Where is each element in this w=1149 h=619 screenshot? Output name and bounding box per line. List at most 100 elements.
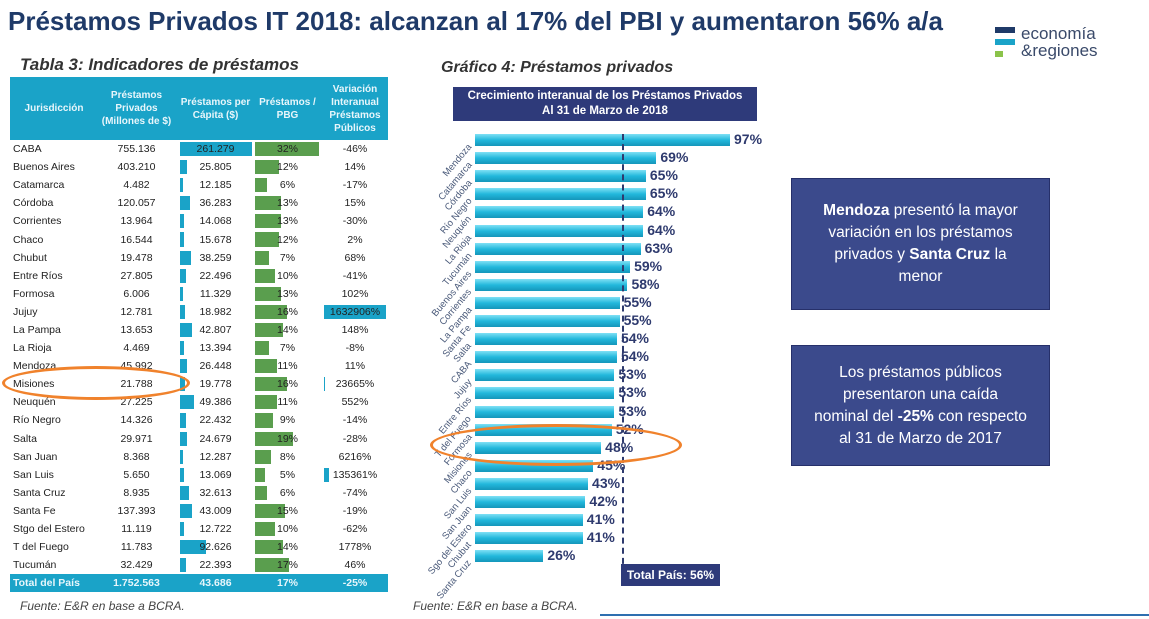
cell-text: 19% xyxy=(276,432,298,445)
cell-text: 26.448 xyxy=(199,360,232,373)
table-cell: 32% xyxy=(253,140,322,158)
source-note: Fuente: E&R en base a BCRA. xyxy=(413,599,578,613)
header-cell: Préstamos per Cápita ($) xyxy=(180,96,251,121)
cell-text: 552% xyxy=(341,396,369,409)
table-cell: Formosa xyxy=(10,288,95,300)
table-cell: 11.119 xyxy=(95,523,178,535)
data-bar xyxy=(180,214,184,229)
footer-divider xyxy=(600,614,1149,616)
table-cell: 26.448 xyxy=(178,357,253,375)
data-label: 58% xyxy=(631,275,660,292)
cell-text: 4.482 xyxy=(123,179,150,192)
table-cell: 16% xyxy=(253,375,322,393)
table-cell: 13% xyxy=(253,212,322,230)
data-label: 69% xyxy=(660,149,689,166)
bar-neuquén xyxy=(475,206,644,219)
table-cell: Jujuy xyxy=(10,306,95,318)
cell-text: 42.807 xyxy=(199,323,232,336)
table-cell: 11% xyxy=(253,357,322,375)
table-cell: Entre Ríos xyxy=(10,270,95,282)
table-cell: Stgo del Estero xyxy=(10,523,95,535)
data-bar xyxy=(255,377,287,392)
cell-text: -41% xyxy=(342,269,368,282)
cell-text: 12.287 xyxy=(199,450,232,463)
table-row: San Luis 5.650 13.069 5% 135361% xyxy=(10,466,388,484)
data-bar xyxy=(180,521,184,537)
cell-text: 13% xyxy=(276,287,298,300)
cell-text: 6.006 xyxy=(123,287,150,300)
cell-text: 8.368 xyxy=(123,450,150,463)
cell-text: 15% xyxy=(344,197,366,210)
table-cell: 11.783 xyxy=(95,541,178,553)
table-row: Catamarca 4.482 12.185 6% -17% xyxy=(10,176,388,194)
table-cell: Tucumán xyxy=(10,559,95,571)
cell-text: 16% xyxy=(276,305,298,318)
table-cell: -74% xyxy=(322,484,388,502)
cell-text: 32% xyxy=(276,143,298,156)
data-bar xyxy=(180,178,184,193)
highlight-ring-table xyxy=(2,366,190,400)
cell-text: 14.068 xyxy=(199,215,232,228)
cell-text: Chaco xyxy=(13,233,44,246)
data-bar xyxy=(324,304,386,319)
data-bar xyxy=(255,558,289,573)
table-cell: 13% xyxy=(253,285,322,303)
cell-text: 11.119 xyxy=(121,523,152,536)
table-cell: 7% xyxy=(253,249,322,267)
data-label: 55% xyxy=(623,312,652,328)
cell-text: 22.393 xyxy=(199,559,232,572)
cell-text: 43.009 xyxy=(199,504,232,517)
table-cell: 18.982 xyxy=(178,303,253,321)
cell-text: 120.057 xyxy=(117,197,156,210)
cell-text: Chubut xyxy=(13,251,47,264)
table-cell: 12% xyxy=(253,230,322,248)
bar-san-luis xyxy=(475,477,589,490)
data-bar xyxy=(180,485,189,500)
cell-text: 49.386 xyxy=(199,396,232,409)
data-label: 97% xyxy=(734,131,763,147)
header-cell: Préstamos / PBG xyxy=(259,96,316,121)
cell-text: La Rioja xyxy=(13,342,52,355)
callout-bold: Mendoza xyxy=(823,202,890,219)
table-cell: -62% xyxy=(322,520,388,538)
table-cell: 120.057 xyxy=(95,197,178,209)
table-cell: -41% xyxy=(322,267,388,285)
table-cell: 755.136 xyxy=(95,143,178,155)
chart-title: Crecimiento interanual de los Préstamos … xyxy=(467,90,743,102)
data-label: 41% xyxy=(586,529,615,546)
table-row: Chubut 19.478 38.259 7% 68% xyxy=(10,249,388,267)
data-bar xyxy=(255,322,283,338)
bar-catamarca xyxy=(475,152,657,165)
cell-text: -14% xyxy=(342,414,368,427)
data-label: 64% xyxy=(647,203,676,220)
logo-mark-icon xyxy=(995,27,1015,57)
bar-salta xyxy=(475,333,617,346)
data-bar xyxy=(255,286,281,301)
table-cell: -28% xyxy=(322,430,388,448)
bar-t-del-fuego xyxy=(475,405,615,418)
cell-text: 13.069 xyxy=(199,468,232,481)
bar-corrientes xyxy=(475,278,628,291)
data-bar xyxy=(255,250,269,265)
table-cell: 5% xyxy=(253,466,322,484)
logo-line2: &regiones xyxy=(1021,41,1098,60)
data-bar xyxy=(180,431,187,446)
callout-public-loans: Los préstamos públicos presentaron una c… xyxy=(791,345,1050,466)
cell-text: 4.469 xyxy=(123,342,150,355)
cell-text: 13.653 xyxy=(120,323,153,336)
cell-text: 137.393 xyxy=(117,504,156,517)
data-bar xyxy=(255,431,293,446)
data-bar xyxy=(180,449,184,464)
cell-text: 12% xyxy=(276,233,298,246)
table-cell: 25.805 xyxy=(178,158,253,176)
table-cell: -19% xyxy=(322,502,388,520)
cell-text: 92.626 xyxy=(199,541,232,554)
table-cell: 13.394 xyxy=(178,339,253,357)
data-label: 43% xyxy=(592,474,621,491)
data-bar xyxy=(255,540,283,555)
table-row: Corrientes 13.964 14.068 13% -30% xyxy=(10,212,388,230)
data-bar xyxy=(255,521,275,537)
table-cell: 32.613 xyxy=(178,484,253,502)
data-bar xyxy=(255,214,281,229)
table-cell: 12% xyxy=(253,158,322,176)
